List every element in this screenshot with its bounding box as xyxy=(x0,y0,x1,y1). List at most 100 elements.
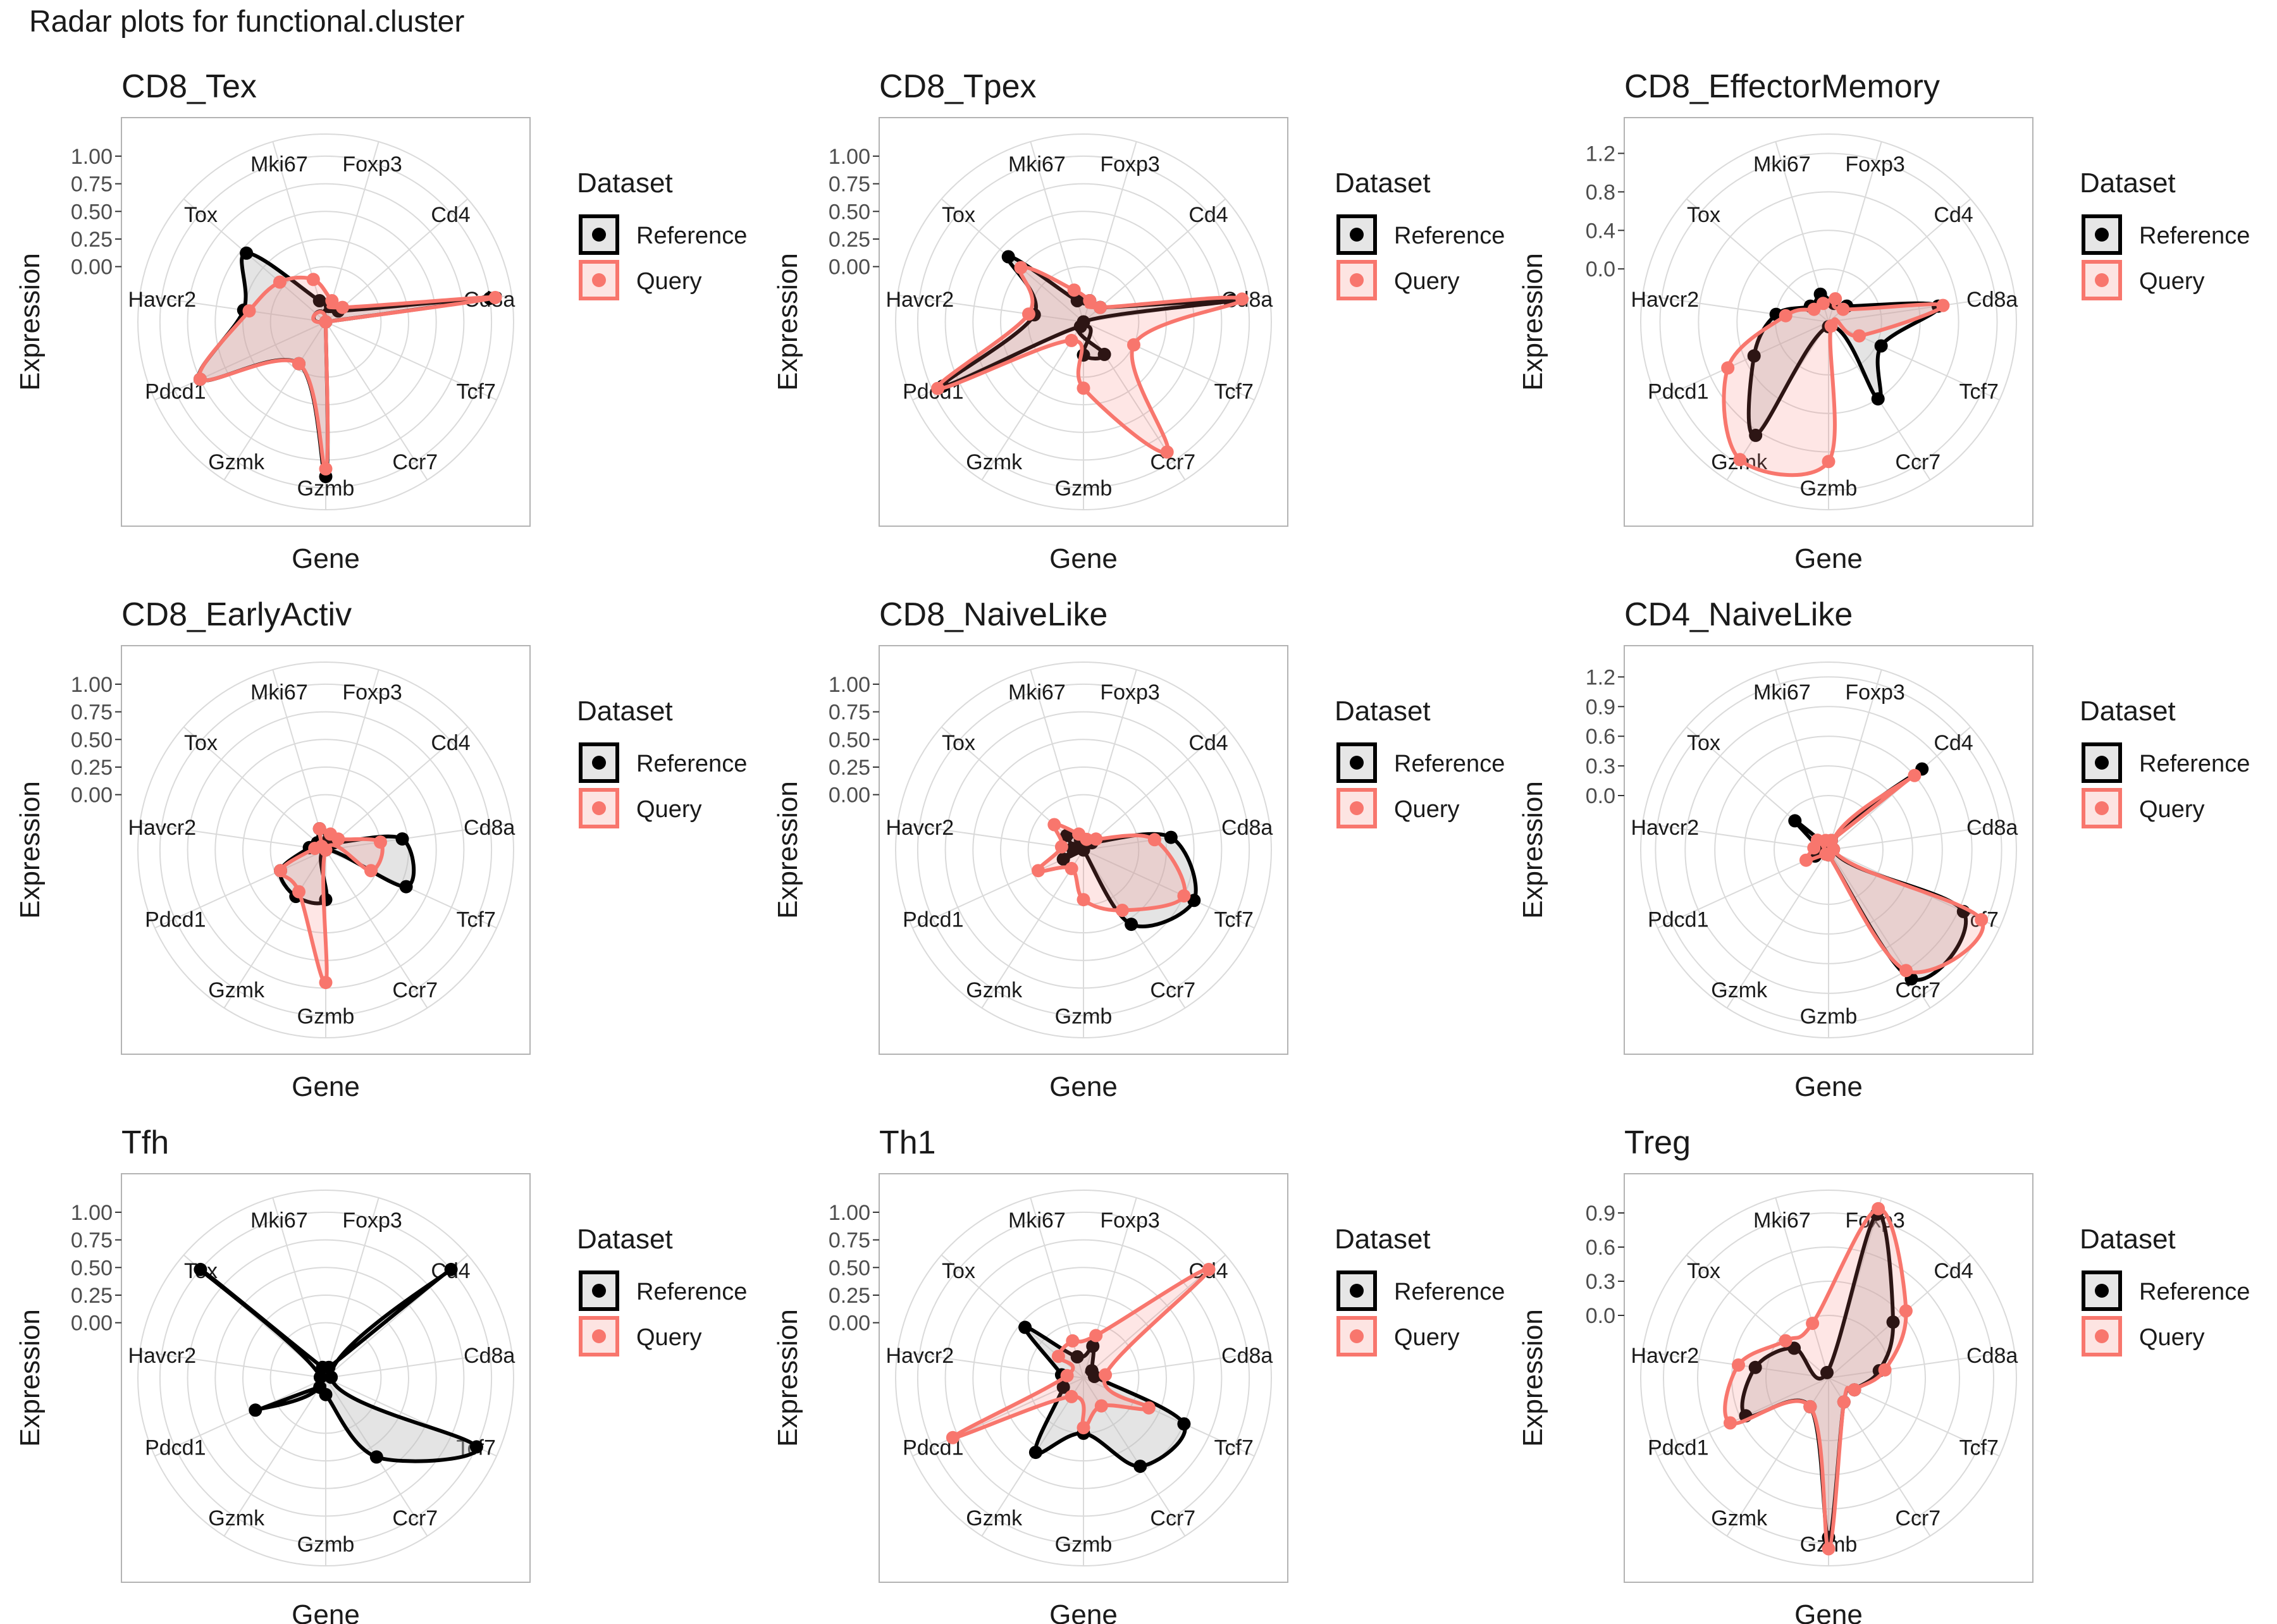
gene-label: Mki67 xyxy=(1753,152,1811,176)
gene-label: Cd8a xyxy=(1221,1344,1273,1368)
grid-spoke xyxy=(272,1197,326,1379)
data-point-query xyxy=(1089,1329,1103,1343)
grid-spoke xyxy=(223,849,326,1009)
gene-label: Tox xyxy=(1687,1259,1720,1283)
legend-label: Query xyxy=(2139,796,2204,823)
legend-dot xyxy=(592,228,606,242)
data-point-reference xyxy=(1086,1339,1100,1353)
data-point-reference xyxy=(1073,319,1087,333)
data-point-query xyxy=(364,864,378,878)
legend-label: Query xyxy=(1394,268,1459,295)
data-point-reference xyxy=(1077,843,1090,857)
data-point-reference xyxy=(1028,1446,1042,1460)
y-tick-label: 0.50 xyxy=(71,200,113,224)
gene-label: Ccr7 xyxy=(392,450,438,474)
y-tick-label: 0.25 xyxy=(829,1284,870,1308)
gene-label: Cd4 xyxy=(431,731,470,755)
panel-title: CD8_NaiveLike xyxy=(879,596,1108,633)
radar-panel: CD4_NaiveLikeFoxp3Cd4Cd8aTcf7Ccr7GzmbGzm… xyxy=(1517,596,2250,1102)
gene-label: Havcr2 xyxy=(128,288,196,312)
legend-label: Reference xyxy=(2139,1279,2250,1305)
y-tick-label: 0.00 xyxy=(829,784,870,808)
data-point-query xyxy=(488,291,502,304)
grid-spoke xyxy=(897,294,1084,323)
radar-panel: TregFoxp3Cd4Cd8aTcf7Ccr7GzmbGzmkPdcd1Hav… xyxy=(1517,1124,2250,1624)
legend-label: Reference xyxy=(2139,223,2250,249)
radar-panel: Th1Foxp3Cd4Cd8aTcf7Ccr7GzmbGzmkPdcd1Havc… xyxy=(772,1124,1505,1624)
data-point-query xyxy=(1083,294,1097,307)
panel-title: CD4_NaiveLike xyxy=(1624,596,1853,633)
gene-label: Pdcd1 xyxy=(1648,908,1708,932)
grid-spoke xyxy=(325,669,379,851)
data-point-query xyxy=(1072,827,1086,841)
data-point-query xyxy=(946,1430,960,1444)
gene-label: Cd8a xyxy=(464,816,515,840)
grid-spoke xyxy=(941,726,1084,851)
gene-label: Gzmk xyxy=(208,978,265,1002)
y-tick-label: 1.00 xyxy=(71,1201,113,1225)
grid-spoke xyxy=(1657,321,1829,401)
grid-spoke xyxy=(183,198,326,323)
grid-spoke xyxy=(325,198,469,323)
panel-title: Tfh xyxy=(121,1124,169,1161)
data-point-reference xyxy=(369,1450,383,1464)
gene-label: Foxp3 xyxy=(1100,1209,1160,1233)
gene-label: Tox xyxy=(184,731,218,755)
grid-spoke xyxy=(272,141,326,323)
data-point-reference xyxy=(1874,339,1888,353)
legend-dot xyxy=(2095,273,2109,287)
legend-title: Dataset xyxy=(577,696,673,727)
data-point-reference xyxy=(399,880,413,894)
legend-dot xyxy=(1350,273,1364,287)
y-tick-label: 0.50 xyxy=(829,728,870,752)
gene-label: Cd4 xyxy=(1188,731,1228,755)
legend-dot xyxy=(592,273,606,287)
data-point-query xyxy=(1819,847,1833,861)
gene-label: Gzmk xyxy=(1711,978,1768,1002)
y-tick-label: 0.00 xyxy=(829,255,870,280)
x-axis-title: Gene xyxy=(1049,1599,1118,1624)
y-tick-label: 0.25 xyxy=(829,228,870,252)
legend-dot xyxy=(2095,228,2109,242)
legend-label: Query xyxy=(636,796,701,823)
gene-label: Havcr2 xyxy=(885,288,954,312)
radar-panel: CD8_NaiveLike Foxp3 Cd4 Cd8a Tcf7 Ccr7 Gzmb Gzm… xyxy=(772,596,1505,1102)
grid-spoke xyxy=(183,726,326,851)
legend-dot xyxy=(592,1329,606,1343)
data-point-reference xyxy=(1788,814,1802,828)
data-point-query xyxy=(1908,768,1922,782)
y-axis-title: Expression xyxy=(772,253,803,391)
legend-dot xyxy=(1350,756,1364,770)
gene-label: Cd8a xyxy=(1966,816,2018,840)
gene-label: Pdcd1 xyxy=(903,908,963,932)
data-point-reference xyxy=(194,1262,207,1276)
radar-panel: TfhFoxp3Cd4Cd8aTcf7Ccr7GzmbGzmkPdcd1Havc… xyxy=(15,1124,747,1624)
grid-spoke xyxy=(912,849,1084,929)
grid-spoke xyxy=(272,669,326,851)
data-point-reference xyxy=(1747,349,1761,363)
legend-label: Query xyxy=(636,1324,701,1351)
y-tick-label: 0.50 xyxy=(829,1256,870,1280)
y-axis-title: Expression xyxy=(15,1309,46,1447)
gene-label: Gzmk xyxy=(1711,1506,1768,1530)
gene-label: Cd8a xyxy=(1966,288,2018,312)
grid-spoke xyxy=(1083,141,1137,323)
data-point-query xyxy=(1064,333,1078,347)
data-point-reference xyxy=(1001,250,1015,264)
legend-key-query xyxy=(1336,1316,1377,1356)
panel-title: CD8_EarlyActiv xyxy=(121,596,352,633)
data-point-reference xyxy=(1749,428,1763,442)
grid-spoke xyxy=(1030,669,1084,851)
legend-label: Reference xyxy=(636,223,747,249)
gene-label: Cd4 xyxy=(1934,731,1973,755)
y-tick-label: 0.9 xyxy=(1586,695,1615,719)
data-point-reference xyxy=(1886,1315,1900,1329)
legend-label: Query xyxy=(2139,1324,2204,1351)
data-point-query xyxy=(1067,283,1081,297)
grid-spoke xyxy=(139,822,326,851)
data-point-query xyxy=(312,822,326,835)
legend-dot xyxy=(2095,756,2109,770)
data-point-query xyxy=(1094,1399,1108,1413)
data-point-reference xyxy=(1187,894,1201,907)
data-point-query xyxy=(1064,861,1078,875)
